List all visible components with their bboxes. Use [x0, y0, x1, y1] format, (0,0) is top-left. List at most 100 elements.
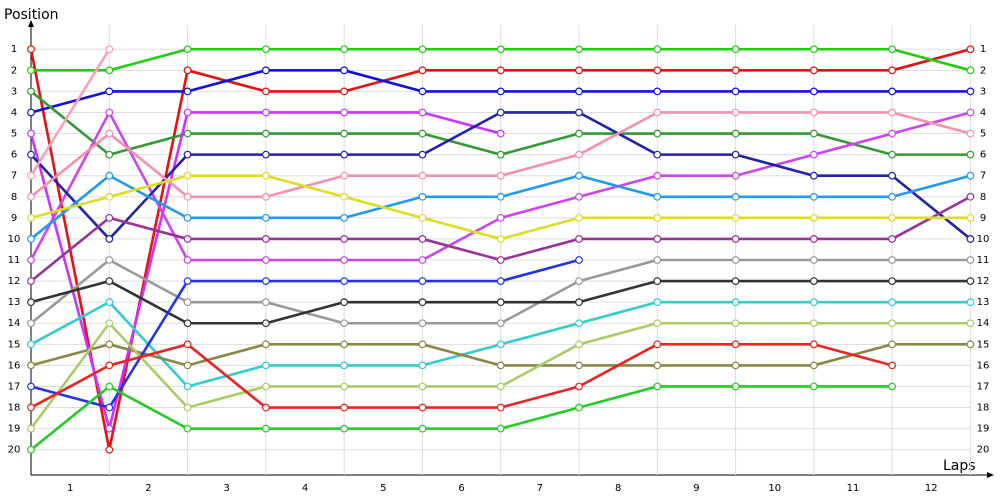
position-marker [809, 298, 818, 307]
position-marker [966, 87, 975, 96]
position-marker [105, 361, 114, 370]
y-tick-label: 11 [8, 255, 21, 266]
position-marker [888, 45, 897, 54]
position-marker [261, 66, 270, 75]
y-tick-label: 14 [8, 318, 21, 329]
position-marker [809, 108, 818, 117]
position-marker [418, 108, 427, 117]
position-marker [183, 192, 192, 201]
position-marker [340, 66, 349, 75]
position-marker [183, 129, 192, 138]
position-marker [27, 213, 35, 222]
x-tick-label: 6 [458, 483, 464, 494]
position-marker [809, 129, 818, 138]
position-marker [575, 403, 583, 412]
position-marker [105, 66, 114, 75]
y-tick-label-right: 13 [977, 297, 990, 308]
position-marker [575, 361, 583, 370]
position-marker [496, 108, 505, 117]
position-marker [105, 298, 114, 307]
position-marker [496, 171, 505, 180]
position-marker [653, 361, 662, 370]
position-marker [575, 150, 583, 159]
position-marker [888, 87, 897, 96]
position-marker [653, 150, 662, 159]
position-marker [653, 256, 662, 264]
position-marker [575, 87, 583, 96]
position-marker [418, 150, 427, 159]
position-marker [496, 424, 505, 433]
position-marker [261, 129, 270, 138]
position-marker [27, 256, 35, 264]
position-marker [653, 108, 662, 117]
position-marker [105, 213, 114, 222]
position-marker [731, 298, 740, 307]
position-marker [27, 171, 35, 180]
y-tick-label-right: 6 [980, 150, 986, 161]
y-tick-label-right: 7 [980, 171, 986, 182]
x-axis-title: Laps [943, 458, 976, 474]
position-marker [575, 256, 583, 264]
position-marker [27, 235, 35, 243]
position-marker [27, 382, 35, 391]
y-tick-label-right: 18 [977, 403, 990, 414]
position-marker [888, 340, 897, 349]
position-marker [575, 129, 583, 138]
position-marker [809, 66, 818, 75]
y-axis-arrow [28, 20, 34, 27]
position-marker [340, 87, 349, 96]
position-marker [496, 382, 505, 391]
position-marker [340, 192, 349, 201]
x-tick-label: 1 [67, 483, 73, 494]
position-marker [575, 192, 583, 201]
position-marker [966, 235, 975, 243]
position-marker [418, 298, 427, 307]
position-marker [105, 445, 114, 454]
position-marker [496, 129, 505, 138]
position-marker [261, 45, 270, 54]
position-marker [261, 319, 270, 328]
position-marker [183, 108, 192, 117]
position-marker [183, 256, 192, 264]
position-marker [809, 171, 818, 180]
position-marker [27, 87, 35, 96]
position-marker [261, 108, 270, 117]
position-marker [888, 235, 897, 243]
x-tick-label: 10 [768, 483, 781, 494]
position-marker [888, 319, 897, 328]
position-marker [496, 403, 505, 412]
position-marker [731, 66, 740, 75]
position-marker [653, 66, 662, 75]
position-marker [575, 171, 583, 180]
position-marker [105, 108, 114, 117]
position-marker [888, 192, 897, 201]
y-tick-label: 16 [8, 360, 21, 371]
position-marker [418, 424, 427, 433]
y-tick-label-right: 5 [980, 129, 986, 140]
y-tick-label: 4 [11, 107, 17, 118]
position-marker [575, 66, 583, 75]
position-marker [809, 340, 818, 349]
position-marker [653, 277, 662, 285]
position-marker [653, 213, 662, 222]
position-marker [27, 361, 35, 370]
position-marker [966, 150, 975, 159]
position-marker [575, 277, 583, 285]
position-marker [496, 66, 505, 75]
position-marker [418, 403, 427, 412]
position-marker [340, 235, 349, 243]
position-marker [966, 45, 975, 54]
position-marker [261, 87, 270, 96]
position-marker [105, 150, 114, 159]
position-marker [340, 277, 349, 285]
position-marker [183, 277, 192, 285]
position-marker [183, 235, 192, 243]
position-marker [183, 340, 192, 349]
x-axis-arrow [987, 472, 994, 478]
x-tick-label: 8 [615, 483, 621, 494]
position-marker [105, 192, 114, 201]
y-tick-label-right: 20 [977, 445, 990, 456]
position-marker [261, 213, 270, 222]
position-marker [27, 277, 35, 285]
position-marker [340, 403, 349, 412]
